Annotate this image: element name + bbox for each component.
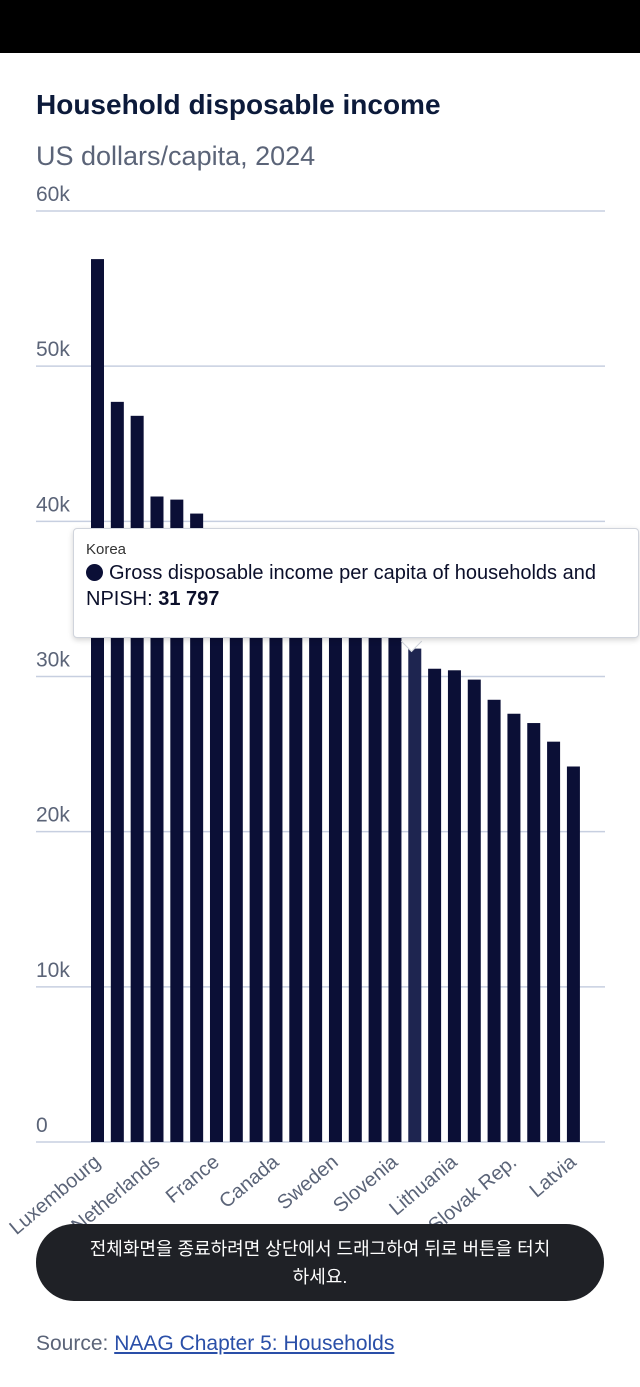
bar — [527, 723, 541, 1142]
x-tick-label: Latvia — [526, 1150, 582, 1202]
y-tick-label: 30k — [36, 649, 70, 672]
bar — [408, 648, 422, 1142]
bar — [249, 555, 263, 1142]
tooltip-category: Korea — [86, 541, 127, 558]
bar — [170, 499, 184, 1142]
tooltip: Korea Gross disposable income per capita… — [73, 528, 639, 638]
bar — [487, 699, 501, 1142]
bar — [348, 612, 362, 1142]
bar — [309, 591, 323, 1142]
bar — [190, 513, 204, 1142]
y-tick-label: 10k — [36, 959, 70, 982]
bar — [507, 713, 521, 1142]
y-tick-label: 60k — [36, 183, 70, 206]
y-tick-label: 40k — [36, 493, 70, 516]
bar — [368, 623, 382, 1142]
tooltip-value: 31 797 — [158, 588, 220, 610]
bar — [110, 401, 124, 1143]
x-tick-label: Canada — [215, 1150, 283, 1212]
status-bar — [0, 0, 640, 53]
bar — [447, 670, 461, 1142]
bar — [328, 602, 342, 1142]
bar — [547, 741, 561, 1142]
y-tick-label: 0 — [36, 1114, 48, 1137]
bar — [229, 543, 243, 1142]
bar — [467, 679, 481, 1142]
source: Source: NAAG Chapter 5: Households — [36, 1332, 394, 1356]
source-link[interactable]: NAAG Chapter 5: Households — [114, 1332, 395, 1355]
y-tick-label: 20k — [36, 804, 70, 827]
bar — [150, 496, 164, 1142]
bar — [130, 415, 144, 1142]
bar — [209, 529, 223, 1142]
bar — [566, 766, 580, 1142]
bar — [289, 580, 303, 1142]
chart-subtitle: US dollars/capita, 2024 — [36, 141, 315, 171]
x-tick-label: France — [162, 1151, 224, 1208]
tooltip-text: Gross disposable income per capita of ho… — [86, 560, 626, 612]
bar — [91, 259, 104, 1142]
toast: 전체화면을 종료하려면 상단에서 드래그하여 뒤로 버튼을 터치하세요. — [36, 1224, 604, 1301]
bar — [388, 634, 402, 1142]
tooltip-dot — [86, 564, 103, 581]
tooltip-series: Gross disposable income per capita of ho… — [86, 562, 596, 610]
chart-title: Household disposable income — [36, 89, 441, 120]
bar — [428, 668, 442, 1142]
y-tick-label: 50k — [36, 338, 70, 361]
bar — [269, 567, 283, 1142]
source-label: Source: — [36, 1332, 109, 1355]
